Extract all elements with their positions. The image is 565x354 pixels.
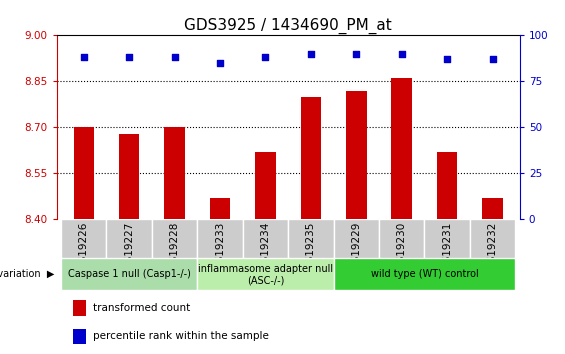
Point <box>79 55 88 60</box>
Text: GSM619234: GSM619234 <box>260 222 271 285</box>
Point <box>125 55 134 60</box>
Bar <box>61 219 106 258</box>
Text: GSM619226: GSM619226 <box>79 222 89 285</box>
Point <box>261 55 270 60</box>
Bar <box>333 219 379 258</box>
Bar <box>243 219 288 258</box>
Point <box>352 51 361 57</box>
Text: GSM619233: GSM619233 <box>215 222 225 285</box>
Bar <box>288 219 333 258</box>
Bar <box>346 91 367 219</box>
Bar <box>119 133 140 219</box>
Bar <box>73 127 94 219</box>
Bar <box>255 152 276 219</box>
Text: Caspase 1 null (Casp1-/-): Caspase 1 null (Casp1-/-) <box>68 269 190 279</box>
Point <box>442 57 451 62</box>
Bar <box>483 198 503 219</box>
Bar <box>470 219 515 258</box>
Point <box>215 60 224 66</box>
Bar <box>73 329 86 344</box>
Text: GSM619231: GSM619231 <box>442 222 452 285</box>
Title: GDS3925 / 1434690_PM_at: GDS3925 / 1434690_PM_at <box>184 18 392 34</box>
Text: GSM619230: GSM619230 <box>397 222 407 285</box>
Text: GSM619228: GSM619228 <box>170 222 180 285</box>
Text: genotype/variation  ▶: genotype/variation ▶ <box>0 269 54 279</box>
Bar <box>61 258 197 290</box>
Bar <box>197 258 333 290</box>
Bar <box>164 127 185 219</box>
Bar <box>424 219 470 258</box>
Bar <box>152 219 197 258</box>
Bar <box>392 78 412 219</box>
Point <box>488 57 497 62</box>
Bar <box>301 97 321 219</box>
Point <box>306 51 315 57</box>
Point <box>397 51 406 57</box>
Text: GSM619235: GSM619235 <box>306 222 316 285</box>
Text: percentile rank within the sample: percentile rank within the sample <box>93 331 269 342</box>
Text: inflammasome adapter null
(ASC-/-): inflammasome adapter null (ASC-/-) <box>198 263 333 285</box>
Bar <box>197 219 243 258</box>
Text: GSM619229: GSM619229 <box>351 222 361 285</box>
Bar <box>106 219 152 258</box>
Point <box>170 55 179 60</box>
Bar <box>437 152 457 219</box>
Text: GSM619227: GSM619227 <box>124 222 134 285</box>
Bar <box>333 258 515 290</box>
Bar <box>210 198 231 219</box>
Text: wild type (WT) control: wild type (WT) control <box>371 269 479 279</box>
Bar <box>73 300 86 316</box>
Bar <box>379 219 424 258</box>
Text: transformed count: transformed count <box>93 303 190 313</box>
Text: GSM619232: GSM619232 <box>488 222 498 285</box>
